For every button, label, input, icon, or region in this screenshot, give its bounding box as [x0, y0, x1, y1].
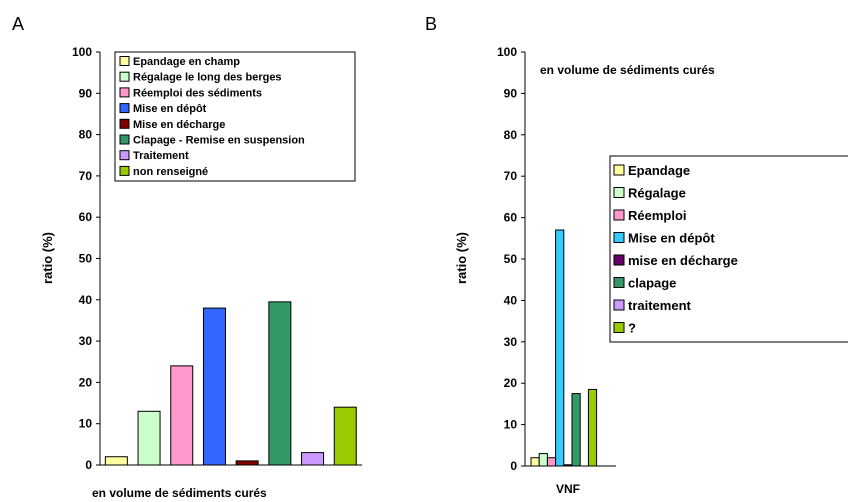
- panel-a-legend: Epandage en champ Régalage le long des be…: [114, 51, 356, 182]
- panel-b-legend-swatch: [613, 299, 625, 311]
- panel-b-letter: B: [425, 14, 437, 34]
- panel-a-y-tick-label: 10: [79, 417, 93, 431]
- panel-a-legend-swatch: [119, 103, 130, 114]
- panel-b-y-tick-label: 10: [504, 418, 518, 432]
- panel-b-x-category: VNF: [556, 482, 580, 496]
- panel-a-bar: [301, 452, 325, 466]
- panel-b-title: en volume de sédiments curés: [540, 63, 715, 77]
- panel-b-y-tick-label: 70: [504, 169, 518, 183]
- panel-a-y-tick-label: 30: [79, 334, 93, 348]
- panel-a-bar: [333, 406, 357, 466]
- panel-a-y-tick-label: 60: [79, 210, 93, 224]
- panel-b-bar: [571, 393, 581, 467]
- panel-a-y-tick-label: 20: [79, 375, 93, 389]
- panel-a-legend-swatch: [119, 87, 130, 98]
- panel-a-bar: [137, 410, 161, 466]
- panel-a-bar: [235, 460, 259, 466]
- panel-b-y-label: ratio (%): [454, 232, 469, 284]
- panel-a-legend-label: Régalage le long des berges: [133, 72, 282, 84]
- panel-b-legend-swatch: [613, 164, 625, 176]
- panel-a-y-tick-label: 0: [85, 458, 92, 472]
- panel-b-legend-swatch: [613, 277, 625, 288]
- panel-b-y-tick-label: 80: [504, 128, 518, 142]
- panel-b-legend-swatch: [613, 209, 625, 221]
- panel-a-y-tick-label: 90: [79, 86, 93, 100]
- panel-a-x-label: en volume de sédiments curés: [92, 486, 267, 500]
- panel-b-legend-label: clapage: [628, 276, 676, 291]
- panel-b-bar: [555, 229, 565, 467]
- panel-b-legend-label: mise en décharge: [628, 253, 738, 268]
- panel-b-y-ticks: 0 10 20 30 40 50 60 70 80 90 100: [497, 45, 525, 473]
- panel-b-legend-box: [609, 155, 848, 343]
- panel-b-bar: [546, 457, 557, 467]
- panel-b-y-tick-label: 60: [504, 211, 518, 225]
- panel-b-bar: [563, 464, 573, 467]
- panel-a-legend-label: Epandage en champ: [133, 56, 240, 68]
- panel-b-legend-swatch: [613, 187, 625, 198]
- panel-b-legend-label: Mise en dépôt: [628, 231, 715, 246]
- panel-a-legend-label: Mise en décharge: [133, 119, 225, 131]
- panel-b-bars: [530, 229, 598, 467]
- panel-b-y-tick-label: 40: [504, 293, 518, 307]
- panel-a-legend-label: Clapage - Remise en suspension: [133, 135, 305, 147]
- panel-b-legend-label: traitement: [628, 298, 692, 313]
- panel-b-y-tick-label: 100: [497, 45, 517, 59]
- panel-b-bar: [587, 388, 598, 467]
- panel-b-legend-swatch: [613, 322, 625, 333]
- panel-a-bar: [170, 365, 194, 466]
- panel-a-legend-swatch: [119, 165, 130, 176]
- panel-b-legend-swatch: [613, 232, 625, 243]
- panel-a-y-label: ratio (%): [40, 232, 55, 284]
- panel-a-legend-label: non renseigné: [133, 166, 208, 178]
- panel-a-bar: [104, 456, 128, 466]
- panel-b-y-tick-label: 50: [504, 252, 518, 266]
- panel-b-legend: Epandage Régalage Réemploi Mise en dépôt mis…: [609, 155, 848, 343]
- panel-a-legend-label: Réemploi des sédiments: [133, 87, 262, 99]
- panel-a-legend-label: Traitement: [133, 150, 189, 162]
- panel-b-y-tick-label: 20: [504, 376, 518, 390]
- panel-b-bar: [538, 453, 548, 467]
- panel-a-letter: A: [12, 14, 24, 34]
- panel-b-legend-label: ?: [628, 321, 636, 336]
- panel-a-legend-swatch: [119, 150, 130, 161]
- panel-b-bar: [530, 457, 540, 467]
- panel-a-y-tick-label: 80: [79, 128, 93, 142]
- panel-a-legend-swatch: [119, 118, 130, 129]
- panel-a-bar: [268, 301, 292, 466]
- panel-a-y-tick-label: 70: [79, 169, 93, 183]
- panel-a-legend-box: [114, 51, 356, 182]
- panel-a-bar: [202, 307, 226, 466]
- panel-a-y-tick-label: 40: [79, 293, 93, 307]
- panel-a-legend-swatch: [119, 56, 130, 66]
- panel-a-legend-swatch: [119, 134, 130, 145]
- panel-b-legend-label: Réemploi: [628, 208, 687, 223]
- panel-b-legend-label: Epandage: [628, 163, 690, 178]
- panel-a-y-tick-label: 100: [72, 45, 92, 59]
- panel-a-y-ticks: 0 10 20 30 40 50 60 70 80 90 100: [72, 45, 100, 472]
- panel-b-y-tick-label: 90: [504, 86, 518, 100]
- panel-a-legend-label: Mise en dépôt: [133, 103, 207, 115]
- panel-b-y-tick-label: 30: [504, 335, 518, 349]
- panel-a-bars: [104, 301, 357, 466]
- panel-a-legend-swatch: [119, 71, 130, 82]
- panel-b-legend-swatch: [613, 254, 625, 266]
- panel-a-y-tick-label: 50: [79, 252, 93, 266]
- panel-b-y-tick-label: 0: [510, 459, 517, 473]
- panel-b-legend-label: Régalage: [628, 186, 686, 201]
